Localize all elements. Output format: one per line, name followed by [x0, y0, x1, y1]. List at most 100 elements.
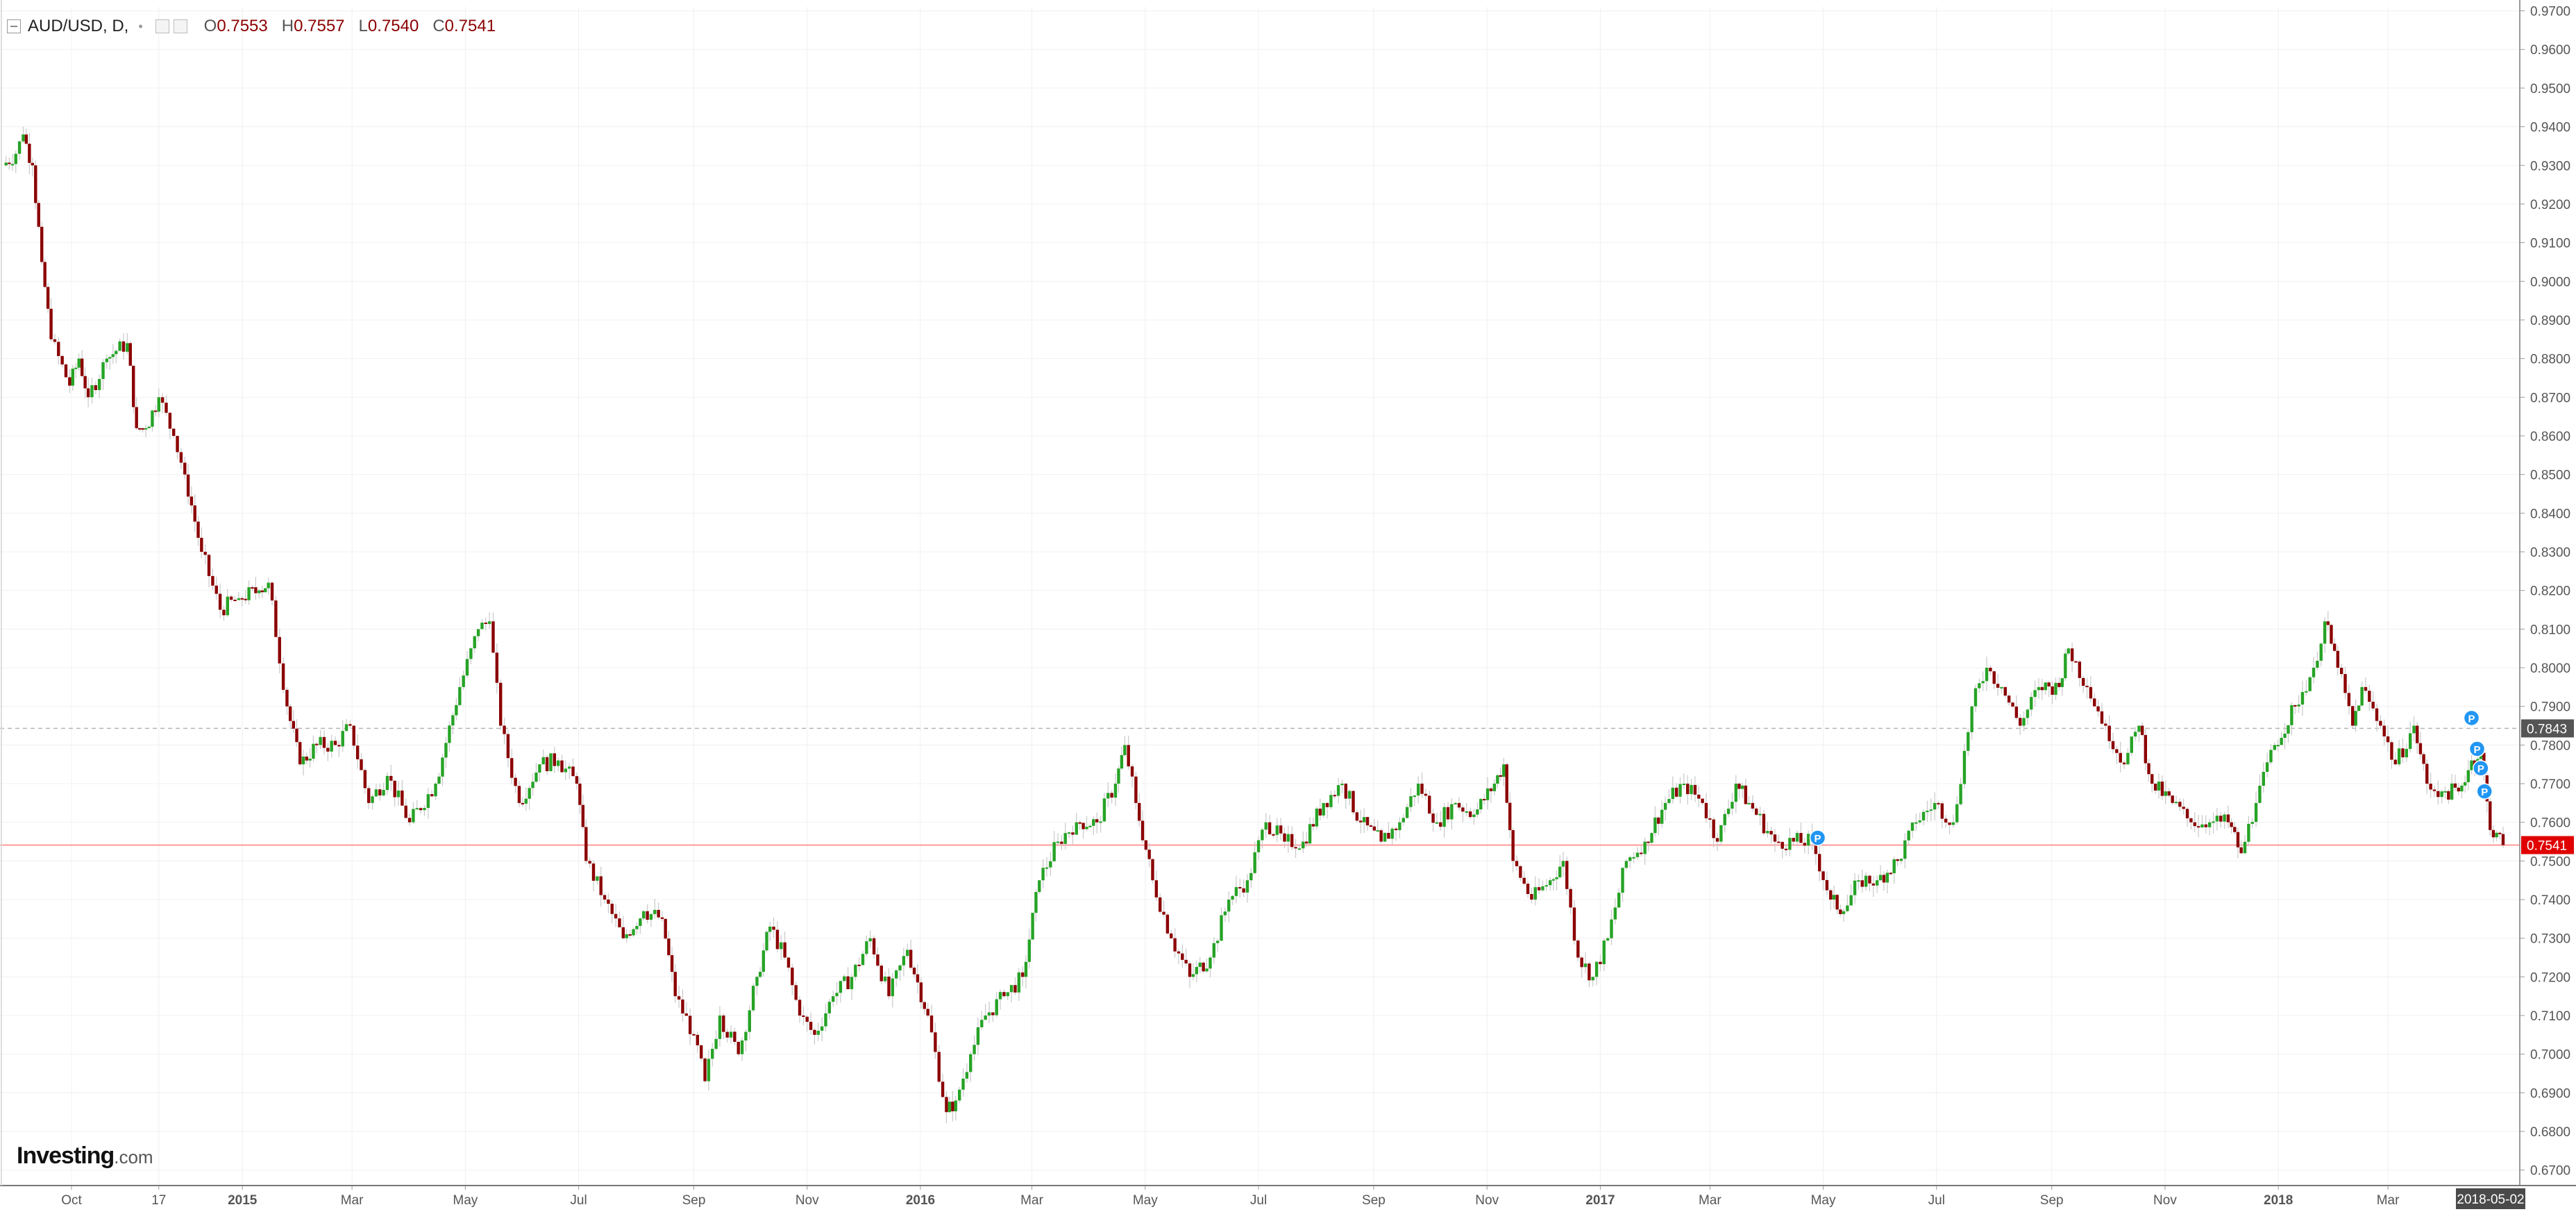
candle-up	[1910, 823, 1914, 831]
event-marker[interactable]: P	[2468, 741, 2486, 757]
candle-up	[827, 1002, 832, 1013]
candle-down	[941, 1081, 945, 1097]
candle-down	[1996, 684, 2000, 688]
candle-down	[809, 1022, 813, 1030]
candle-up	[1492, 784, 1497, 791]
candle-down	[887, 976, 891, 997]
event-marker[interactable]: P	[2476, 783, 2493, 800]
candle-down	[270, 582, 274, 601]
candle-down	[251, 587, 254, 589]
candle-up	[1347, 791, 1352, 799]
candle-up	[2360, 686, 2364, 706]
candle-up	[2283, 733, 2287, 738]
candle-up	[1286, 834, 1290, 842]
candle-up	[1067, 832, 1071, 834]
candle-down	[491, 621, 495, 653]
candle-up	[1031, 913, 1034, 940]
candle-down	[1158, 897, 1162, 912]
candle-up	[1253, 852, 1256, 873]
candle-down	[2074, 661, 2078, 663]
price-candles	[4, 126, 2505, 1124]
candle-up	[151, 410, 154, 427]
candle-up	[965, 1072, 969, 1079]
hide-series-icon[interactable]	[155, 19, 169, 33]
candle-down	[1095, 819, 1099, 823]
candle-down	[1576, 941, 1580, 958]
candle-down	[670, 955, 674, 972]
candle-up	[2258, 786, 2262, 803]
settings-dot-icon[interactable]: •	[138, 19, 143, 33]
candle-up	[1195, 967, 1199, 975]
event-marker[interactable]: P	[1809, 829, 1826, 846]
candle-down	[137, 428, 142, 430]
candle-up	[2287, 725, 2290, 734]
candle-up	[1315, 808, 1319, 827]
candle-up	[10, 164, 15, 166]
candle-up	[1416, 784, 1420, 796]
candle-down	[1184, 959, 1188, 963]
candle-down	[2171, 795, 2174, 803]
candle-down	[1181, 953, 1184, 960]
candle-up	[1929, 809, 1933, 811]
event-marker-label: P	[2474, 744, 2481, 756]
candle-up	[1635, 852, 1640, 857]
candle-down	[1394, 828, 1398, 831]
candle-down	[37, 203, 40, 227]
candle-up	[1113, 784, 1118, 798]
candle-up	[1476, 809, 1479, 815]
candle-down	[1177, 951, 1181, 954]
candle-up	[74, 367, 78, 369]
candle-down	[2489, 801, 2492, 830]
symbol-label: AUD/USD, D,	[28, 17, 129, 35]
event-marker[interactable]: P	[2463, 709, 2480, 727]
candle-up	[1650, 833, 1653, 843]
candle-down	[2351, 706, 2355, 726]
candle-down	[1144, 840, 1148, 850]
event-marker-label: P	[2468, 713, 2475, 725]
collapse-legend-button[interactable]	[7, 19, 21, 33]
candle-up	[480, 622, 484, 630]
x-tick-label: May	[453, 1193, 478, 1208]
candle-up	[1088, 825, 1092, 827]
candle-up	[1496, 775, 1499, 784]
candle-down	[168, 412, 172, 429]
candle-down	[2343, 674, 2347, 693]
candle-up	[2064, 653, 2067, 679]
candle-down	[805, 1016, 809, 1022]
candle-up	[2164, 791, 2168, 796]
candle-up	[1731, 802, 1734, 809]
candle-up	[1249, 872, 1253, 881]
candle-down	[1580, 957, 1583, 968]
high-label: H	[281, 17, 294, 35]
candle-up	[524, 798, 528, 804]
candle-down	[673, 972, 677, 997]
candle-up	[1009, 985, 1013, 993]
event-marker-circle	[2476, 783, 2493, 800]
candle-down	[703, 1058, 707, 1081]
candle-up	[1594, 961, 1599, 977]
x-tick-label: 17	[151, 1193, 166, 1208]
candle-down	[1294, 847, 1297, 849]
y-tick-label: 0.8600	[2530, 430, 2570, 444]
candle-up	[961, 1078, 965, 1090]
candle-up	[2280, 737, 2283, 745]
candle-up	[2130, 736, 2133, 753]
candle-up	[1297, 848, 1302, 850]
candle-up	[341, 731, 344, 747]
candle-up	[1052, 842, 1056, 861]
event-marker[interactable]: P	[2473, 759, 2489, 777]
x-tick-label: Nov	[795, 1193, 819, 1208]
candle-down	[1825, 879, 1829, 891]
candle-down	[186, 474, 190, 497]
candle-up	[1106, 793, 1110, 799]
candle-down	[1081, 823, 1085, 829]
candle-up	[1613, 907, 1617, 920]
candle-up	[1049, 861, 1052, 868]
candle-down	[1355, 812, 1359, 821]
candle-up	[344, 724, 348, 732]
settings-gear-icon[interactable]	[173, 19, 187, 33]
candle-down	[1457, 802, 1461, 808]
